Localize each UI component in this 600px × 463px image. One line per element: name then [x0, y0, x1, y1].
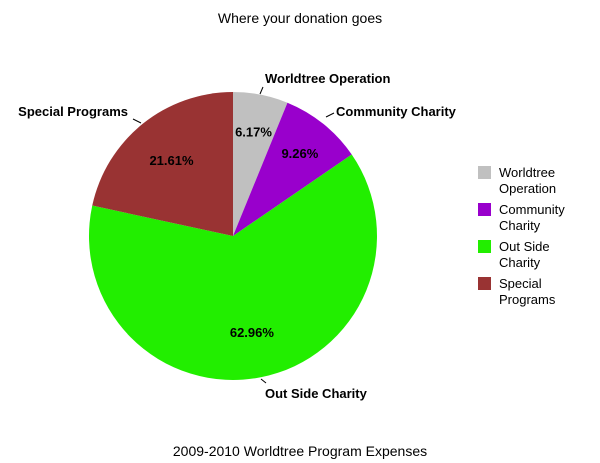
slice-pct-label: 6.17%: [235, 124, 272, 139]
legend-item: Special Programs: [478, 276, 598, 308]
callout-leader-line: [325, 112, 335, 118]
callout-leader-line: [259, 86, 264, 95]
legend-swatch: [478, 277, 491, 290]
pie-slice-out-side-charity: [88, 154, 377, 381]
legend-swatch: [478, 166, 491, 179]
legend-label: Community Charity: [499, 202, 565, 233]
legend-item: Out Side Charity: [478, 239, 598, 271]
legend-label: Out Side Charity: [499, 239, 550, 270]
callout-leader-line: [132, 118, 142, 124]
slice-callout-label: Special Programs: [18, 104, 128, 119]
legend-item: Worldtree Operation: [478, 165, 598, 197]
legend: Worldtree Operation Community Charity Out …: [478, 165, 598, 313]
slice-pct-label: 62.96%: [230, 325, 275, 340]
pie-slice-community-charity: [233, 102, 352, 236]
slice-callout-label: Out Side Charity: [265, 386, 368, 401]
chart-title: Where your donation goes: [217, 10, 383, 26]
legend-label: Worldtree Operation: [499, 165, 557, 196]
legend-swatch: [478, 203, 491, 216]
pie-slice-worldtree-operation: [233, 92, 288, 236]
slice-callout-label: Community Charity: [336, 104, 457, 119]
slice-pct-label: 21.61%: [149, 153, 194, 168]
legend-item: Community Charity: [478, 202, 598, 234]
legend-swatch: [478, 240, 491, 253]
pie-slice-special-programs: [92, 91, 233, 236]
legend-label: Special Programs: [499, 276, 556, 307]
callout-leader-line: [260, 378, 267, 384]
slice-callout-label: Worldtree Operation: [265, 71, 391, 86]
slice-pct-label: 9.26%: [281, 146, 318, 161]
chart-subtitle: 2009-2010 Worldtree Program Expenses: [172, 443, 428, 459]
